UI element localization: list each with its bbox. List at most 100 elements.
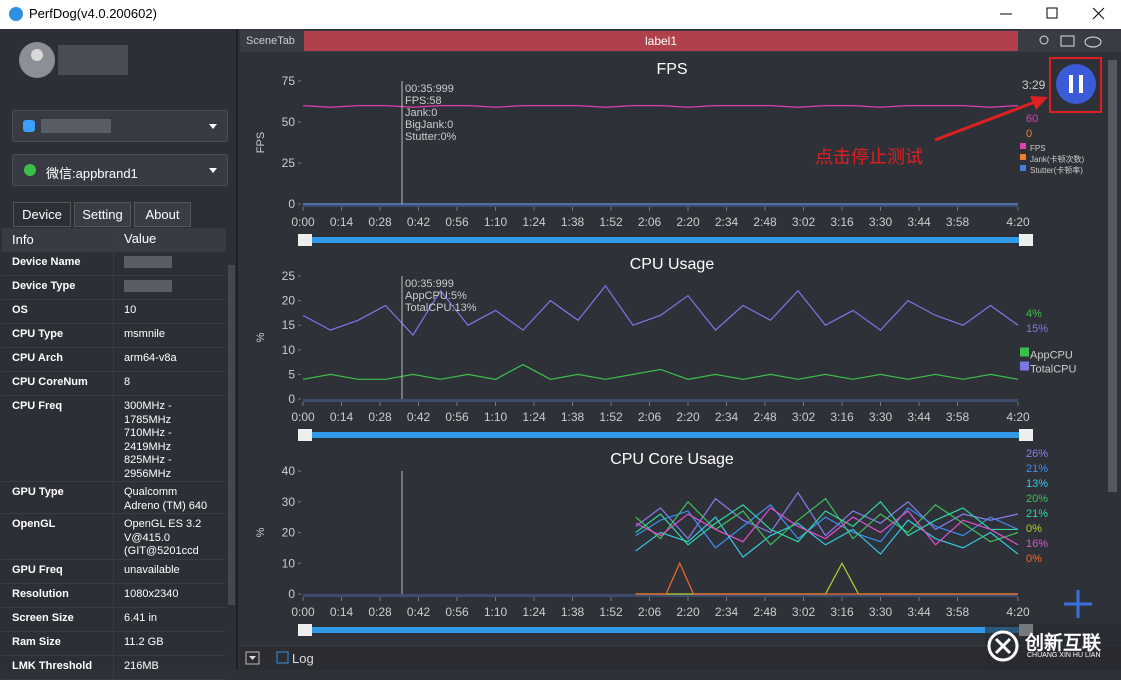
x-tick-label: 0:00 bbox=[291, 410, 315, 424]
table-row: Resolution 1080x2340 bbox=[2, 583, 226, 608]
x-tick-label: 4:20 bbox=[1006, 605, 1030, 619]
x-tick-label: 3:30 bbox=[869, 215, 893, 229]
legend-label: Jank(卡顿次数) bbox=[1030, 154, 1085, 164]
log-checkbox[interactable] bbox=[276, 651, 289, 664]
series-line bbox=[635, 561, 1018, 595]
x-tick-label: 3:44 bbox=[907, 605, 931, 619]
legend-label: AppCPU bbox=[1030, 350, 1073, 362]
row-label: Device Type bbox=[12, 280, 76, 292]
row-label: OS bbox=[12, 304, 28, 316]
app-dropdown[interactable]: 微信:appbrand1 bbox=[12, 154, 228, 186]
series-line bbox=[635, 561, 1018, 595]
add-button[interactable] bbox=[1064, 590, 1092, 618]
scene-tab-label: SceneTab bbox=[246, 35, 295, 47]
main-scrollbar[interactable] bbox=[1108, 60, 1117, 492]
y-tick-label: 25 bbox=[282, 156, 296, 170]
arrow-head bbox=[1030, 96, 1048, 110]
device-dropdown[interactable] bbox=[12, 110, 228, 142]
watermark-logo bbox=[987, 630, 1019, 662]
watermark-sub: CHUANG XIN HU LIAN bbox=[1027, 652, 1101, 659]
row-value: unavailable bbox=[113, 559, 226, 583]
value-line: arm64-v8a bbox=[124, 352, 177, 364]
log-label: Log bbox=[292, 651, 314, 666]
series-line bbox=[302, 105, 1019, 108]
y-tick-label: 20 bbox=[282, 294, 296, 308]
maximize-button[interactable] bbox=[1046, 7, 1058, 19]
row-value bbox=[113, 252, 226, 275]
current-value: 15% bbox=[1026, 323, 1048, 335]
tab-about[interactable]: About bbox=[134, 202, 191, 227]
legend-label: FPS bbox=[1030, 144, 1046, 153]
watermark: 创新互联 CHUANG XIN HU LIAN bbox=[985, 624, 1121, 670]
x-tick-label: 2:20 bbox=[676, 215, 700, 229]
blurred-device bbox=[41, 119, 111, 133]
tab-device[interactable]: Device bbox=[13, 202, 71, 227]
value-line: 8 bbox=[124, 376, 131, 388]
y-tick-label: 25 bbox=[282, 269, 296, 283]
app-name: 微信:appbrand1 bbox=[46, 166, 138, 181]
cursor-text: AppCPU:5% bbox=[405, 290, 467, 302]
time-slider bbox=[305, 237, 1027, 243]
timer: 3:29 bbox=[1022, 78, 1046, 92]
row-label: Ram Size bbox=[12, 635, 61, 648]
legend-swatch bbox=[1020, 165, 1026, 171]
pause-bar bbox=[1069, 75, 1073, 93]
row-label: CPU Type bbox=[12, 328, 64, 340]
folder-icon[interactable] bbox=[1060, 35, 1075, 47]
cursor-text: Stutter:0% bbox=[405, 131, 457, 143]
legend-swatch bbox=[1020, 143, 1026, 149]
row-label: CPU Arch bbox=[12, 352, 63, 364]
row-label: Screen Size bbox=[12, 611, 74, 624]
close-button[interactable] bbox=[1092, 7, 1105, 20]
x-tick-label: 3:30 bbox=[869, 410, 893, 424]
x-tick-label: 1:52 bbox=[599, 215, 623, 229]
row-value: OpenGL ES 3.2 V@415.0 (GIT@5201ccd bbox=[113, 514, 226, 559]
y-tick-label: 40 bbox=[282, 464, 296, 478]
dropdown-arrow bbox=[209, 168, 217, 173]
y-tick-label: 15 bbox=[282, 318, 296, 332]
y-tick-label: 20 bbox=[282, 526, 296, 540]
arrow-shaft bbox=[934, 100, 1036, 142]
wechat-icon bbox=[24, 164, 36, 176]
time-slider bbox=[305, 627, 1027, 633]
pause-button[interactable] bbox=[1056, 64, 1096, 104]
pause-bar bbox=[1079, 75, 1083, 93]
row-value: 6.41 in bbox=[113, 607, 226, 631]
current-value: 20% bbox=[1026, 493, 1048, 505]
collapse-button[interactable] bbox=[245, 651, 260, 665]
row-label: Resolution bbox=[12, 587, 69, 600]
cursor-text: FPS:58 bbox=[405, 95, 442, 107]
legend-label: Stutter(卡顿率) bbox=[1030, 165, 1083, 175]
app-dropdown-graphics bbox=[24, 164, 217, 176]
cloud-icon[interactable] bbox=[1084, 36, 1102, 48]
label-tab[interactable]: label1 bbox=[304, 31, 1018, 51]
y-tick-label: 0 bbox=[288, 587, 295, 601]
header-value: Value bbox=[113, 228, 226, 251]
x-tick-label: 2:48 bbox=[753, 215, 777, 229]
slider-handle bbox=[298, 624, 312, 636]
tab-setting[interactable]: Setting bbox=[74, 202, 131, 227]
android-icon bbox=[23, 120, 35, 132]
series-line bbox=[635, 516, 1019, 558]
x-tick-label: 0:28 bbox=[368, 605, 392, 619]
x-tick-label: 2:06 bbox=[638, 215, 662, 229]
x-tick-label: 2:34 bbox=[715, 410, 739, 424]
x-tick-label: 0:00 bbox=[291, 605, 315, 619]
series-line bbox=[302, 363, 1019, 380]
x-tick-label: 2:06 bbox=[638, 605, 662, 619]
x-tick-label: 3:16 bbox=[830, 605, 854, 619]
location-icon[interactable] bbox=[1039, 35, 1049, 45]
current-value: 21% bbox=[1026, 463, 1048, 475]
slider-handle bbox=[1019, 429, 1033, 441]
x-tick-label: 0:14 bbox=[330, 410, 354, 424]
scene-bar: SceneTab label1 bbox=[240, 30, 1121, 52]
row-label: OpenGL bbox=[12, 518, 56, 530]
x-tick-label: 1:38 bbox=[561, 410, 585, 424]
x-tick-label: 0:42 bbox=[407, 410, 431, 424]
value-line: 10 bbox=[124, 304, 137, 316]
x-tick-label: 3:44 bbox=[907, 410, 931, 424]
cursor-text: TotalCPU:13% bbox=[405, 302, 477, 314]
x-tick-label: 0:56 bbox=[445, 605, 469, 619]
sidebar-scrollbar[interactable] bbox=[228, 265, 235, 605]
